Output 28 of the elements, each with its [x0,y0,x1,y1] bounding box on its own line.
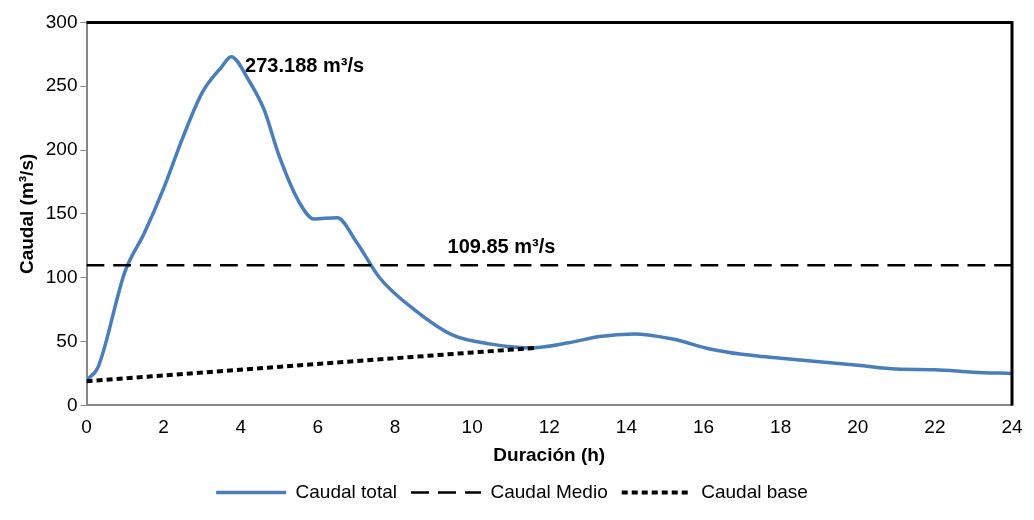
x-tick-label: 12 [538,416,560,438]
x-tick-label: 18 [770,416,792,438]
y-tick-label: 100 [45,265,78,287]
x-tick-label: 0 [81,416,92,438]
annotation: 273.188 m³/s [245,54,365,77]
x-tick-label: 8 [389,416,401,438]
legend-label: Caudal base [701,480,808,502]
x-tick-label: 16 [692,416,715,438]
y-tick-label: 250 [45,74,78,96]
x-tick-label: 24 [1001,416,1023,438]
x-tick-label: 2 [158,416,169,438]
y-tick-label: 200 [45,138,78,160]
legend-label: Caudal Medio [490,480,608,502]
y-tick-label: 50 [56,329,78,351]
legend-label: Caudal total [295,480,397,502]
annotation: 109.85 m³/s [447,234,556,257]
y-tick-label: 300 [45,10,78,32]
x-tick-label: 14 [615,416,638,438]
x-tick-label: 20 [847,416,869,438]
x-tick-label: 6 [312,416,324,438]
x-axis-title: Duración (h) [493,443,606,465]
y-axis-title: Caudal (m³/s) [15,153,37,275]
x-tick-label: 22 [924,416,946,438]
x-tick-label: 4 [235,416,247,438]
y-tick-label: 150 [45,202,78,224]
x-tick-label: 10 [461,416,483,438]
y-tick-label: 0 [66,393,78,415]
line-series [86,54,1012,382]
